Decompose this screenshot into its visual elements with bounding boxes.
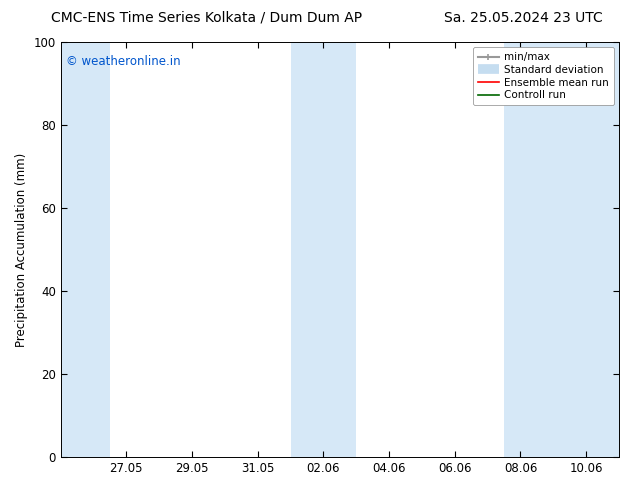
Legend: min/max, Standard deviation, Ensemble mean run, Controll run: min/max, Standard deviation, Ensemble me… — [472, 47, 614, 105]
Bar — [290, 42, 356, 457]
Text: © weatheronline.in: © weatheronline.in — [66, 54, 181, 68]
Y-axis label: Precipitation Accumulation (mm): Precipitation Accumulation (mm) — [15, 152, 28, 347]
Bar — [61, 42, 110, 457]
Text: Sa. 25.05.2024 23 UTC: Sa. 25.05.2024 23 UTC — [444, 11, 602, 25]
Text: CMC-ENS Time Series Kolkata / Dum Dum AP: CMC-ENS Time Series Kolkata / Dum Dum AP — [51, 11, 362, 25]
Bar — [504, 42, 619, 457]
